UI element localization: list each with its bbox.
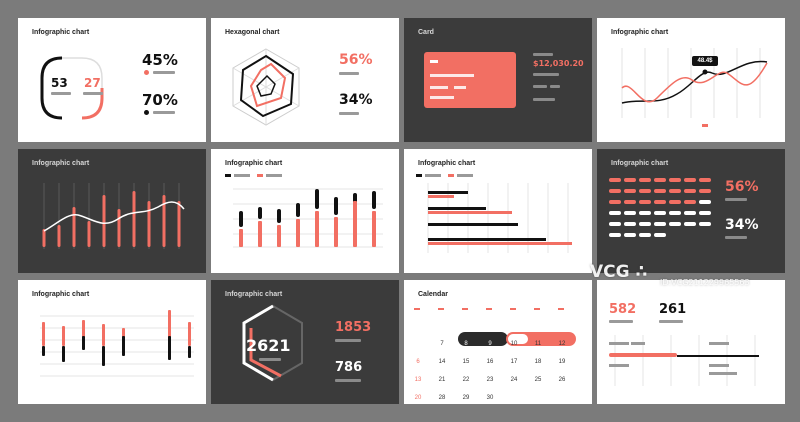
card-title: Infographic chart xyxy=(418,160,476,167)
stat-2: 34% xyxy=(725,217,759,233)
stat-1: 56% xyxy=(725,179,759,195)
stat-1: 1853 xyxy=(335,320,372,335)
ring-chart xyxy=(40,56,104,120)
card-title: Infographic chart xyxy=(225,291,283,298)
card-title: Card xyxy=(418,29,434,36)
legend-dot-red xyxy=(144,70,149,75)
watermark-id: ID:VCG211229965563 xyxy=(660,278,750,287)
amount: $12,030.20 xyxy=(533,59,584,68)
legend-dot-black xyxy=(144,110,149,115)
stat-1: 582 xyxy=(609,302,637,317)
credit-card[interactable] xyxy=(424,52,516,108)
calendar-col-5: 10 17 24 xyxy=(510,341,518,383)
calendar-highlight xyxy=(414,308,576,346)
calendar-col-4: 9 16 23 30 xyxy=(486,341,494,401)
calendar-col-7: 12 19 26 xyxy=(558,341,566,383)
card-title: Infographic chart xyxy=(32,160,90,167)
card-diverging-bars: Infographic chart xyxy=(18,280,206,404)
pill-grid xyxy=(609,178,711,237)
card-title: Infographic chart xyxy=(611,160,669,167)
hexagon-radar xyxy=(232,48,300,126)
watermark-logo: VCG ∴ xyxy=(590,262,648,282)
line-chart xyxy=(621,48,768,127)
card-hexagonal-chart: Hexagonal chart 56% 34% xyxy=(211,18,399,142)
card-title: Infographic chart xyxy=(225,160,283,167)
horizontal-bar-chart xyxy=(416,174,572,253)
calendar-col-3: 8 15 22 29 xyxy=(462,341,470,401)
card-credit-card: Card $12,030.20 xyxy=(404,18,592,142)
right-value: 27 xyxy=(84,76,101,90)
card-line-chart: Infographic chart 48.4$ xyxy=(597,18,785,142)
stat-2: 261 xyxy=(659,302,687,317)
card-title: Infographic chart xyxy=(32,29,90,36)
stat-1: 56% xyxy=(339,52,373,68)
calendar-col-6: 11 18 25 xyxy=(534,341,542,383)
card-progress-bars: 582 261 xyxy=(597,280,785,404)
tooltip: 48.4$ xyxy=(697,58,713,64)
card-pill-grid: Infographic chart 56% 34% xyxy=(597,149,785,273)
hexagon-gauge xyxy=(242,304,303,382)
card-bar-line-chart: Infographic chart xyxy=(18,149,206,273)
calendar-col-1: 6132027 xyxy=(414,359,422,401)
center-value: 2621 xyxy=(246,336,291,355)
card-title: Hexagonal chart xyxy=(225,29,280,36)
diverging-bar-chart xyxy=(40,310,194,377)
card-title: Infographic chart xyxy=(32,291,90,298)
progress-bar-chart xyxy=(609,335,759,386)
card-dual-bar-chart: Infographic chart xyxy=(211,149,399,273)
bar-line-chart xyxy=(42,183,185,249)
calendar-col-2: 7 14 21 28 xyxy=(438,341,446,401)
stat-2: 70% xyxy=(142,91,178,109)
card-horizontal-bars: Infographic chart xyxy=(404,149,592,273)
stat-2: 786 xyxy=(335,360,363,375)
stat-2: 34% xyxy=(339,92,373,108)
card-title: Infographic chart xyxy=(611,29,669,36)
card-hexagon-gauge: Infographic chart 2621 1853 786 xyxy=(211,280,399,404)
left-value: 53 xyxy=(51,76,68,90)
card-ring-chart: Infographic chart 53 27 45% 70% xyxy=(18,18,206,142)
stat-1: 45% xyxy=(142,51,178,69)
dual-bar-chart xyxy=(225,174,383,248)
card-title: Calendar xyxy=(418,291,448,298)
